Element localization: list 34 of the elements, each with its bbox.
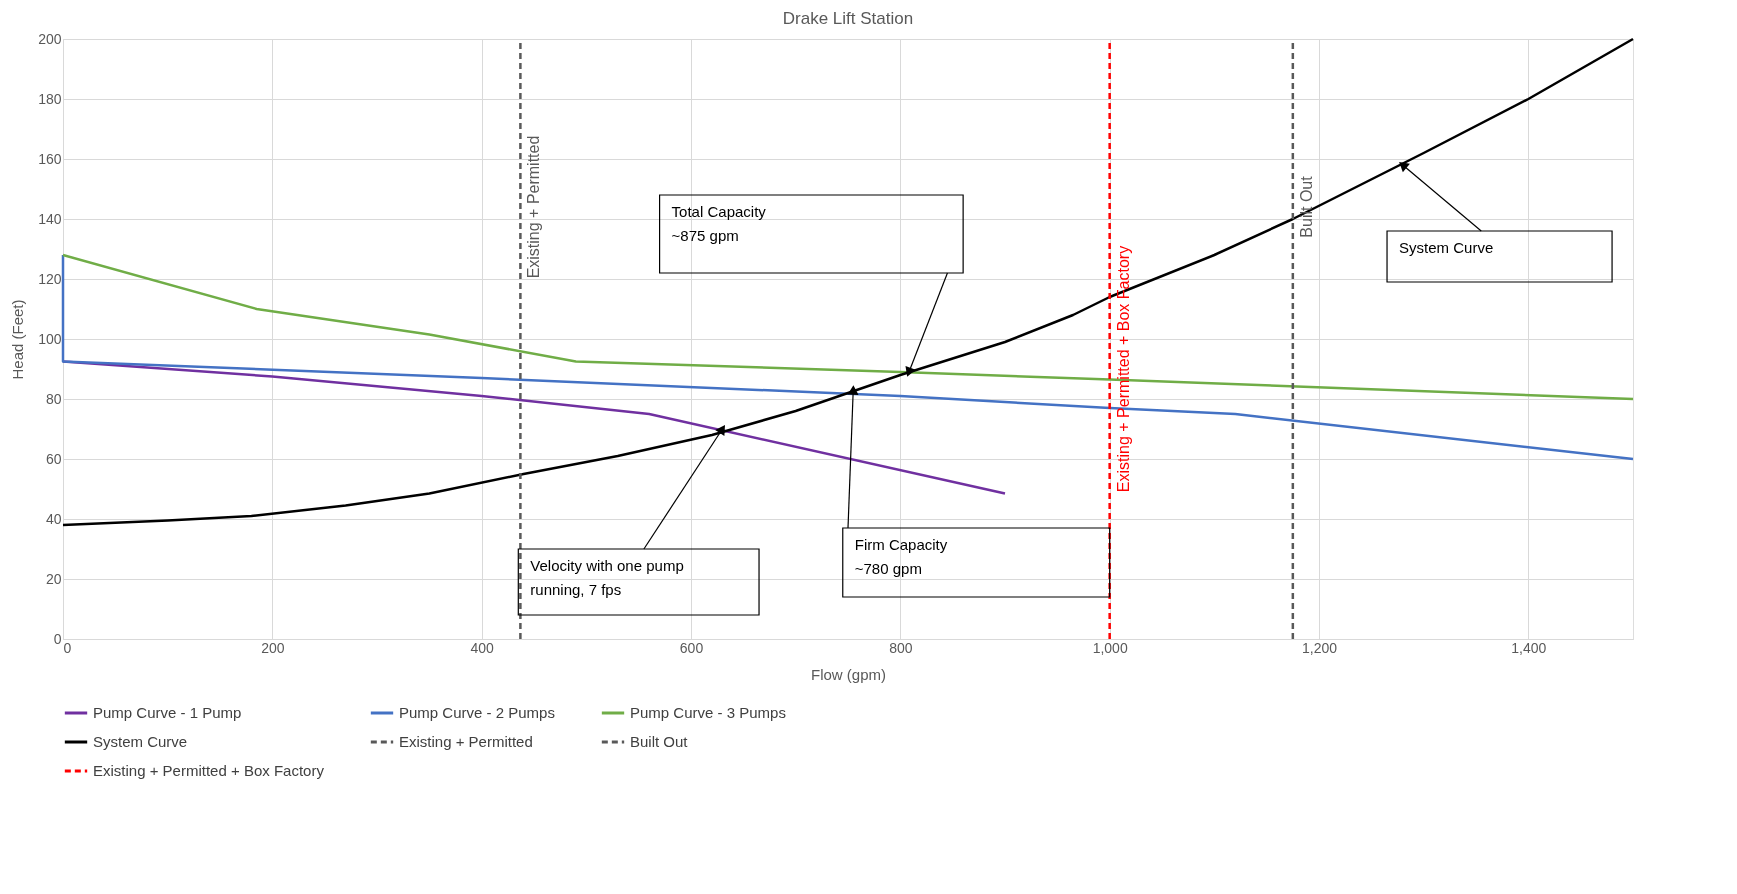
text: Existing + Permitted + Box Factory (93, 762, 324, 779)
annotation: Total Capacity ~875 gpm (671, 203, 767, 244)
x-tick-label: 400 (470, 639, 495, 656)
y-tick-label: 60 (45, 450, 62, 467)
annotation: Firm Capacity ~780 gpm (854, 536, 948, 577)
legend-label: Pump Curve - 3 Pumps (630, 704, 786, 721)
annotation: System Curve (1399, 239, 1494, 256)
ref-line-label: Existing + Permitted (525, 135, 543, 279)
y-tick-label: 180 (38, 90, 62, 107)
y-tick-label: 200 (38, 30, 62, 47)
x-tick-label: 600 (679, 639, 704, 656)
legend-label: Pump Curve - 1 Pump (93, 704, 242, 721)
chart-title: Drake Lift Station (782, 9, 914, 28)
ref-line-label: Existing + Permitted + Box Factory (1114, 245, 1132, 493)
y-tick-label: 140 (38, 210, 62, 227)
y-tick-label: 100 (38, 330, 62, 347)
y-axis-title: Head (Feet) (9, 299, 27, 380)
text: Existing + Permitted (399, 733, 533, 750)
text: Built Out (630, 733, 688, 750)
y-tick-label: 40 (45, 510, 62, 527)
ref-line-label: Built Out (1297, 175, 1315, 238)
annotation: Velocity with one pump running, 7 fps (530, 557, 684, 598)
y-tick-label: 20 (45, 570, 62, 587)
x-tick-label: 1,000 (1092, 639, 1128, 656)
x-tick-label: 1,400 (1511, 639, 1547, 656)
x-tick-label: 200 (261, 639, 285, 656)
y-tick-label: 120 (38, 270, 62, 287)
x-tick-label: 1,200 (1301, 639, 1338, 656)
legend-label: Pump Curve - 2 Pumps (399, 704, 555, 721)
x-axis-title: Flow (gpm) (810, 665, 887, 683)
legend-label: System Curve (93, 733, 188, 750)
y-tick-label: 80 (45, 390, 62, 407)
y-tick-label: 160 (38, 150, 62, 167)
x-tick-label: 800 (889, 639, 913, 656)
